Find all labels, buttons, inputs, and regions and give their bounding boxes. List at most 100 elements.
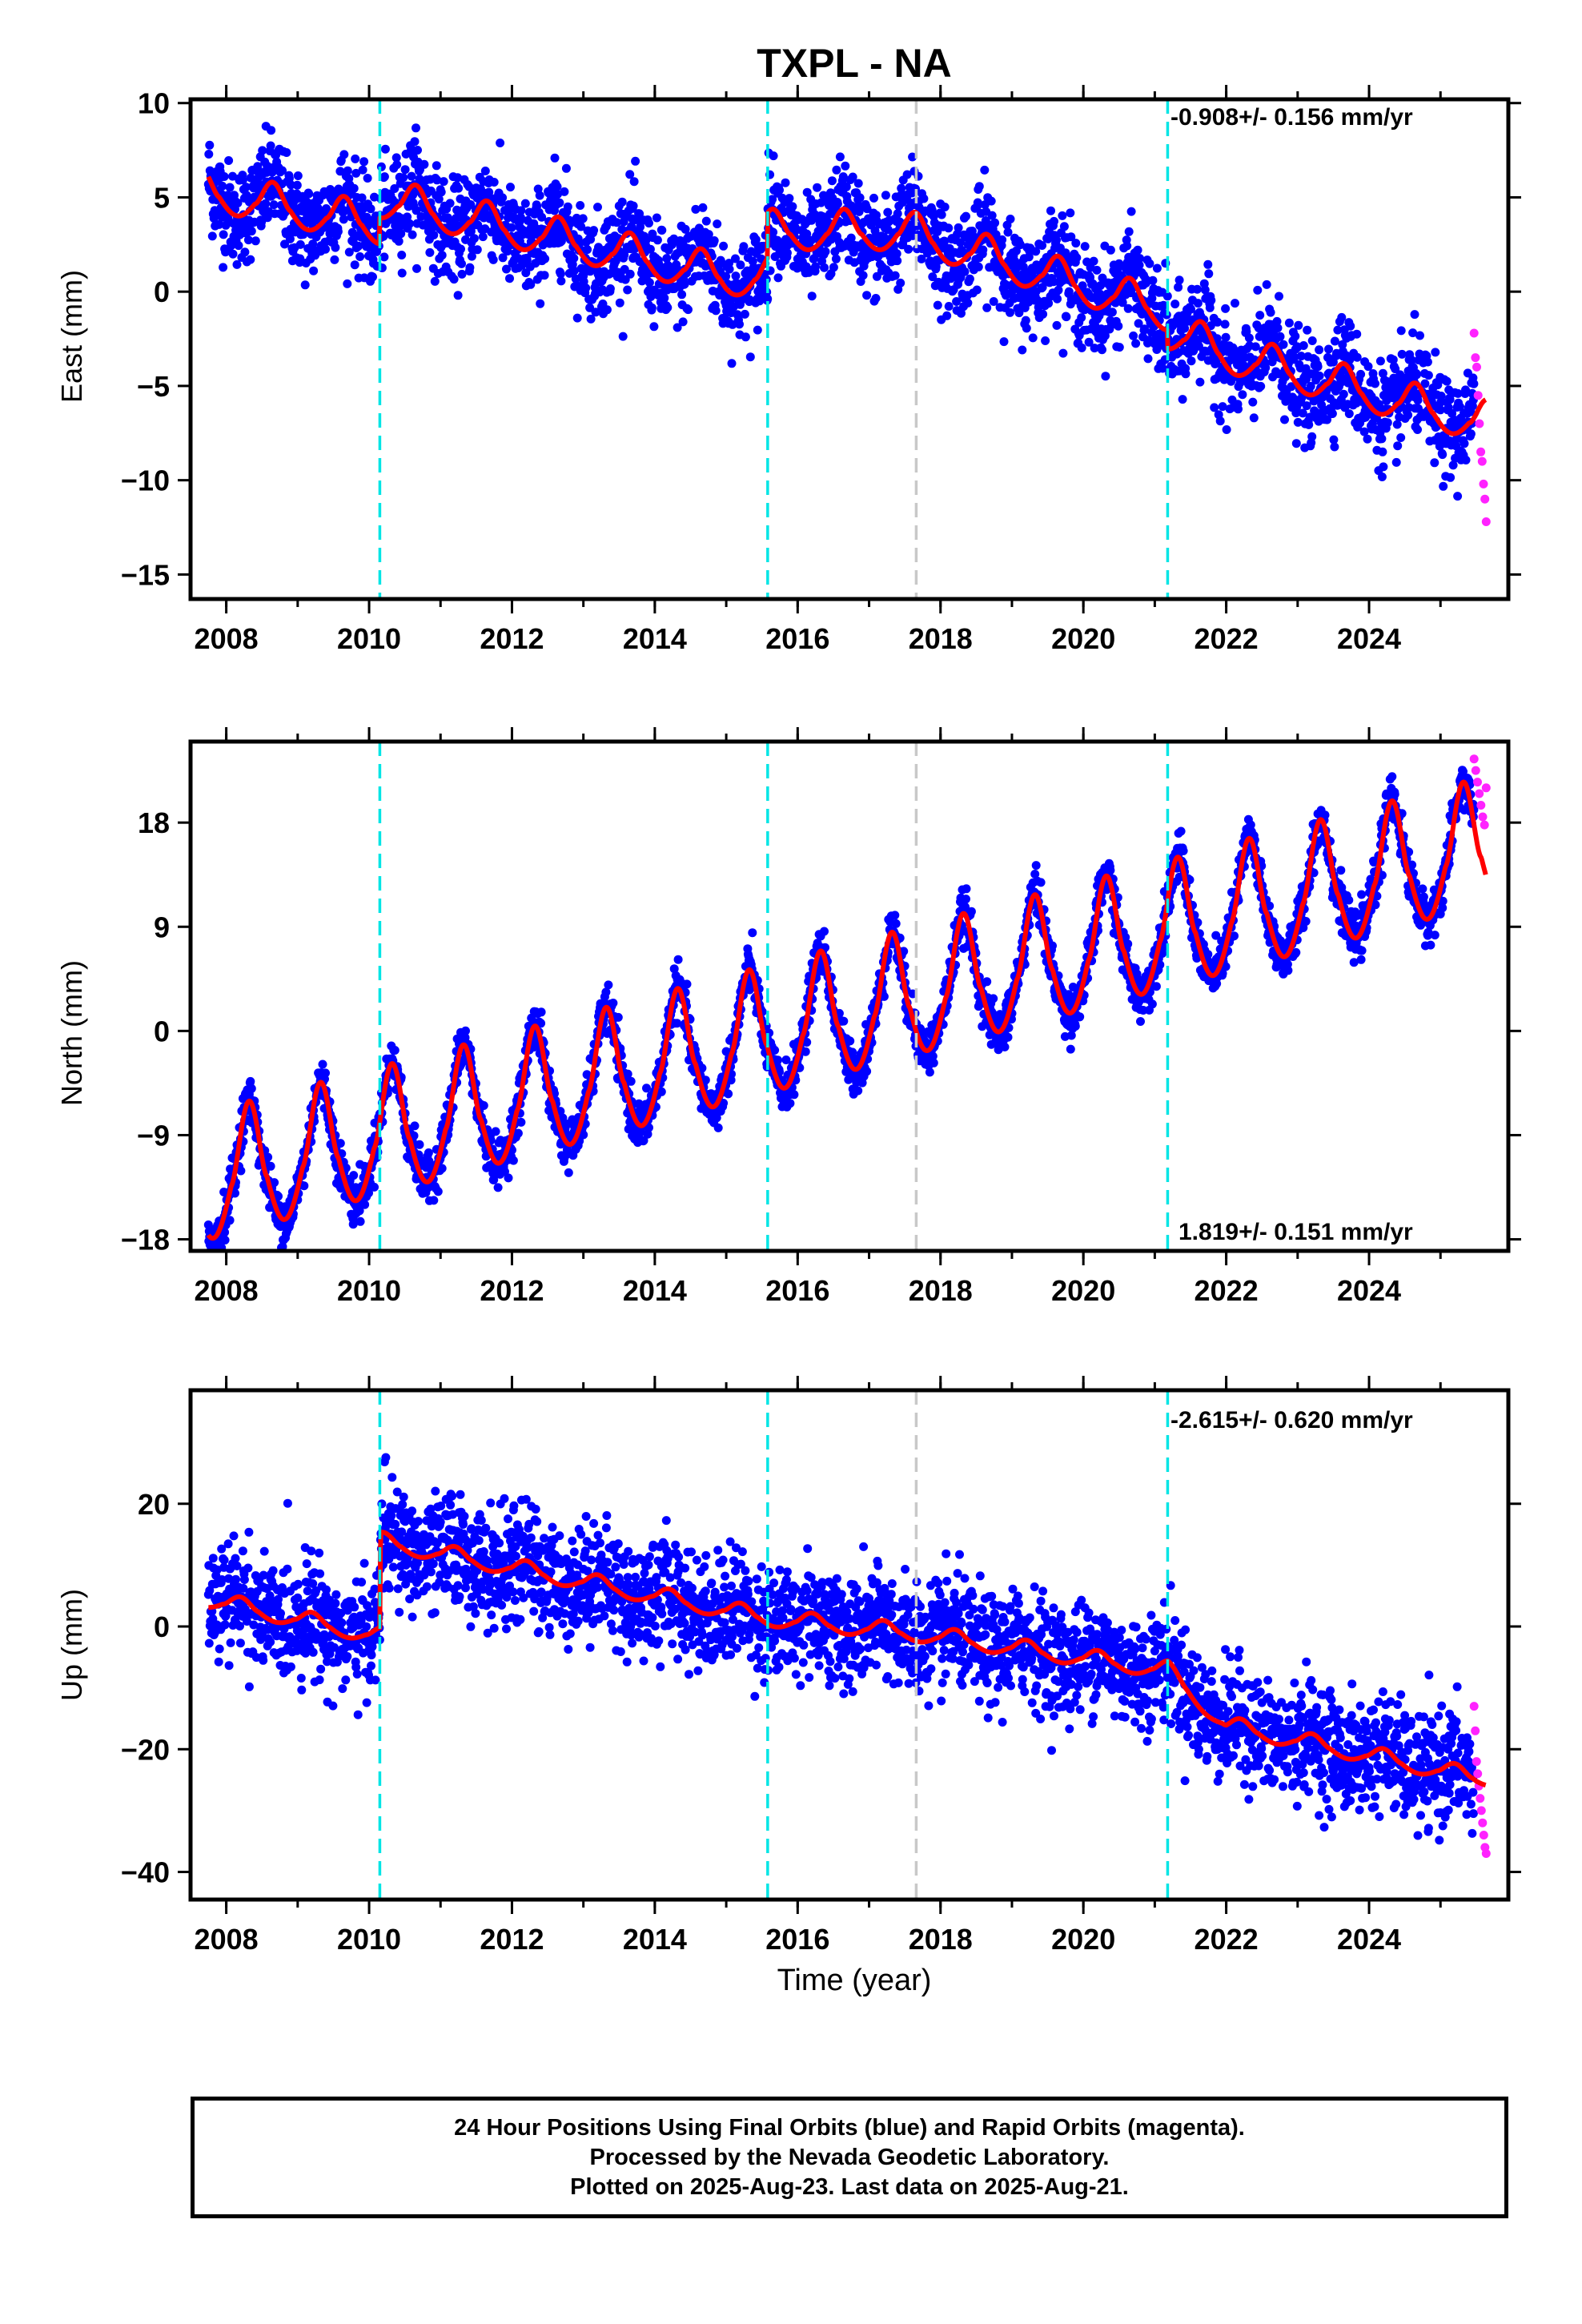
east-final-point (1022, 324, 1031, 333)
east-final-point (890, 271, 900, 280)
east-final-point (725, 264, 734, 274)
east-final-point (990, 218, 1000, 227)
north-final-point (770, 1045, 780, 1055)
east-final-point (647, 303, 656, 312)
north-final-point (673, 955, 683, 964)
east-final-point (284, 174, 294, 183)
north-final-point (801, 1047, 810, 1056)
east-final-point (339, 215, 348, 224)
east-final-point (357, 193, 367, 203)
east-final-point (835, 152, 845, 162)
east-final-point (660, 293, 669, 303)
east-final-point (605, 284, 615, 293)
east-final-point (391, 153, 401, 163)
east-final-point (862, 291, 872, 300)
north-final-point (845, 1036, 855, 1046)
east-final-point (1123, 304, 1133, 313)
east-final-point (1006, 308, 1014, 317)
east-final-point (698, 203, 708, 212)
east-final-point (1052, 320, 1062, 330)
east-final-point (445, 199, 455, 208)
east-final-point (937, 210, 946, 219)
east-final-point (1352, 352, 1362, 362)
east-final-point (1346, 321, 1355, 331)
east-final-point (1092, 265, 1102, 275)
east-final-point (1307, 336, 1317, 345)
east-final-point (1391, 457, 1401, 467)
east-final-point (745, 352, 755, 362)
east-final-point (1423, 357, 1432, 367)
east-final-point (974, 182, 984, 191)
east-final-point (416, 212, 426, 221)
east-final-point (430, 276, 440, 286)
east-final-point (1377, 434, 1387, 444)
east-final-point (781, 178, 790, 187)
east-final-point (1058, 211, 1067, 220)
east-x-tick-label: 2008 (195, 622, 259, 655)
north-final-point (713, 1123, 723, 1132)
east-final-point (1453, 492, 1463, 501)
east-y-tick-label: −5 (137, 370, 170, 403)
east-final-point (1059, 222, 1069, 231)
east-rapid-point (1469, 328, 1479, 338)
east-final-point (785, 194, 794, 203)
east-final-point (243, 235, 253, 245)
east-final-point (615, 298, 624, 308)
east-y-tick-label: 5 (154, 181, 170, 214)
east-final-point (1377, 472, 1387, 481)
east-final-point (246, 255, 255, 264)
chart-title: TXPL - NA (757, 41, 952, 86)
east-final-point (349, 183, 359, 193)
east-final-point (649, 322, 659, 332)
east-final-point (1220, 320, 1230, 329)
east-final-point (572, 313, 582, 323)
east-rapid-point (1477, 456, 1487, 466)
east-final-point (560, 187, 569, 196)
north-final-point (789, 1090, 799, 1100)
east-final-point (623, 285, 632, 295)
east-final-point (974, 262, 983, 271)
east-final-point (871, 294, 881, 303)
east-final-point (397, 268, 407, 278)
east-y-tick-label: −15 (121, 558, 170, 591)
chart-canvas: TXPL - NA 2008 2010 2012 2014 2016 2018 2020 20… (55, 41, 1521, 1997)
east-final-point (561, 163, 571, 173)
east-final-point (205, 140, 215, 150)
north-final-point (564, 1168, 573, 1177)
east-final-point (944, 223, 954, 233)
east-final-point (498, 193, 508, 203)
east-final-point (829, 263, 838, 272)
north-final-point (608, 999, 618, 1007)
east-final-point (1231, 299, 1239, 308)
east-final-point (234, 241, 243, 251)
east-final-point (1195, 377, 1205, 387)
panel-north: 2008 2010 2012 2014 2016 2018 2020 2022 20241890… (55, 727, 1521, 1307)
east-final-point (741, 332, 750, 342)
east-final-point (1053, 294, 1062, 304)
east-final-point (457, 269, 467, 279)
east-final-point (1460, 439, 1469, 448)
east-final-point (583, 245, 592, 255)
north-final-point (604, 980, 613, 990)
east-final-point (1363, 434, 1372, 444)
east-final-point (1152, 263, 1162, 273)
east-final-point (1431, 348, 1440, 357)
east-final-point (1412, 370, 1421, 380)
east-final-point (1262, 279, 1271, 289)
north-final-point (360, 1200, 370, 1209)
east-final-point (420, 159, 429, 169)
east-final-point (376, 162, 386, 171)
east-final-point (321, 244, 330, 254)
east-final-point (232, 259, 242, 269)
north-final-point (415, 1140, 424, 1149)
east-final-point (434, 195, 444, 204)
east-final-point (1072, 253, 1082, 263)
east-final-point (278, 166, 287, 175)
east-final-point (552, 182, 562, 191)
east-final-point (581, 283, 591, 293)
east-final-point (293, 171, 303, 180)
east-final-point (506, 183, 515, 192)
east-final-point (432, 175, 442, 185)
east-final-point (1352, 329, 1362, 339)
east-final-point (253, 162, 263, 171)
